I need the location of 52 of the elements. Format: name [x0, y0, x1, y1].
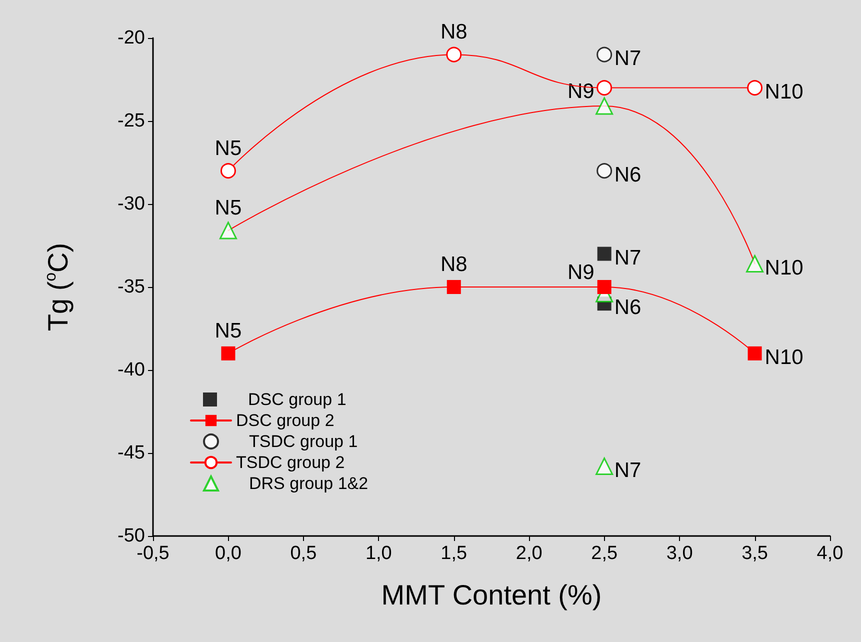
x-tick-label: 3,0: [666, 543, 693, 564]
point: [746, 255, 764, 273]
point: [596, 458, 614, 476]
y-tick-label: -45: [118, 442, 145, 464]
annotation: N7: [614, 47, 642, 70]
legend-label: TSDC group 1: [249, 432, 358, 451]
y-tick-label: -40: [118, 360, 145, 380]
x-tick-label: 2,5: [591, 543, 618, 564]
annotation: N9: [567, 261, 594, 284]
annotation: N10: [764, 256, 804, 280]
point: [596, 46, 612, 62]
annotation: N6: [614, 296, 642, 320]
legend-label: DSC group 2: [236, 411, 334, 430]
legend-label: DSC group 1: [248, 390, 346, 409]
point: [596, 163, 612, 179]
point: [596, 80, 612, 96]
x-tick-label: 0,5: [290, 543, 317, 564]
point: [446, 46, 462, 62]
point: [596, 97, 614, 115]
y-tick-label: -35: [118, 276, 145, 298]
annotation: N5: [214, 319, 242, 342]
legend-label: TSDC group 2: [236, 453, 345, 472]
point: [220, 163, 236, 179]
annotation: N6: [614, 163, 642, 186]
x-tick-label: 1,0: [365, 543, 392, 564]
annotation: N8: [440, 20, 468, 44]
annotation: N10: [764, 80, 804, 104]
point: [597, 246, 612, 261]
point: [219, 222, 237, 240]
point: [747, 80, 763, 96]
legend-label: DRS group 1&2: [249, 474, 368, 493]
annotation: N10: [764, 346, 804, 369]
x-tick-label: 0,0: [215, 543, 242, 564]
point: [221, 346, 236, 360]
annotation: N5: [214, 136, 242, 160]
y-axis-title: Tg (oC): [42, 242, 74, 332]
x-tick-label: 4,0: [816, 543, 844, 564]
x-tick-label: 1,5: [440, 543, 468, 564]
point: [748, 346, 762, 360]
point: [597, 280, 612, 294]
annotation: N5: [214, 196, 242, 220]
annotation: N9: [567, 80, 594, 104]
x-tick-label: 3,5: [742, 543, 768, 564]
point: [446, 280, 461, 294]
y-tick-label: -20: [118, 28, 145, 48]
x-tick-label: 2,0: [516, 543, 542, 564]
annotation: N7: [614, 246, 642, 270]
y-tick-label: -30: [118, 194, 145, 214]
x-axis-title: MMT Content (%): [381, 580, 602, 610]
y-tick-label: -25: [118, 110, 145, 132]
annotation: N8: [440, 253, 468, 276]
annotation: N7: [614, 458, 642, 482]
